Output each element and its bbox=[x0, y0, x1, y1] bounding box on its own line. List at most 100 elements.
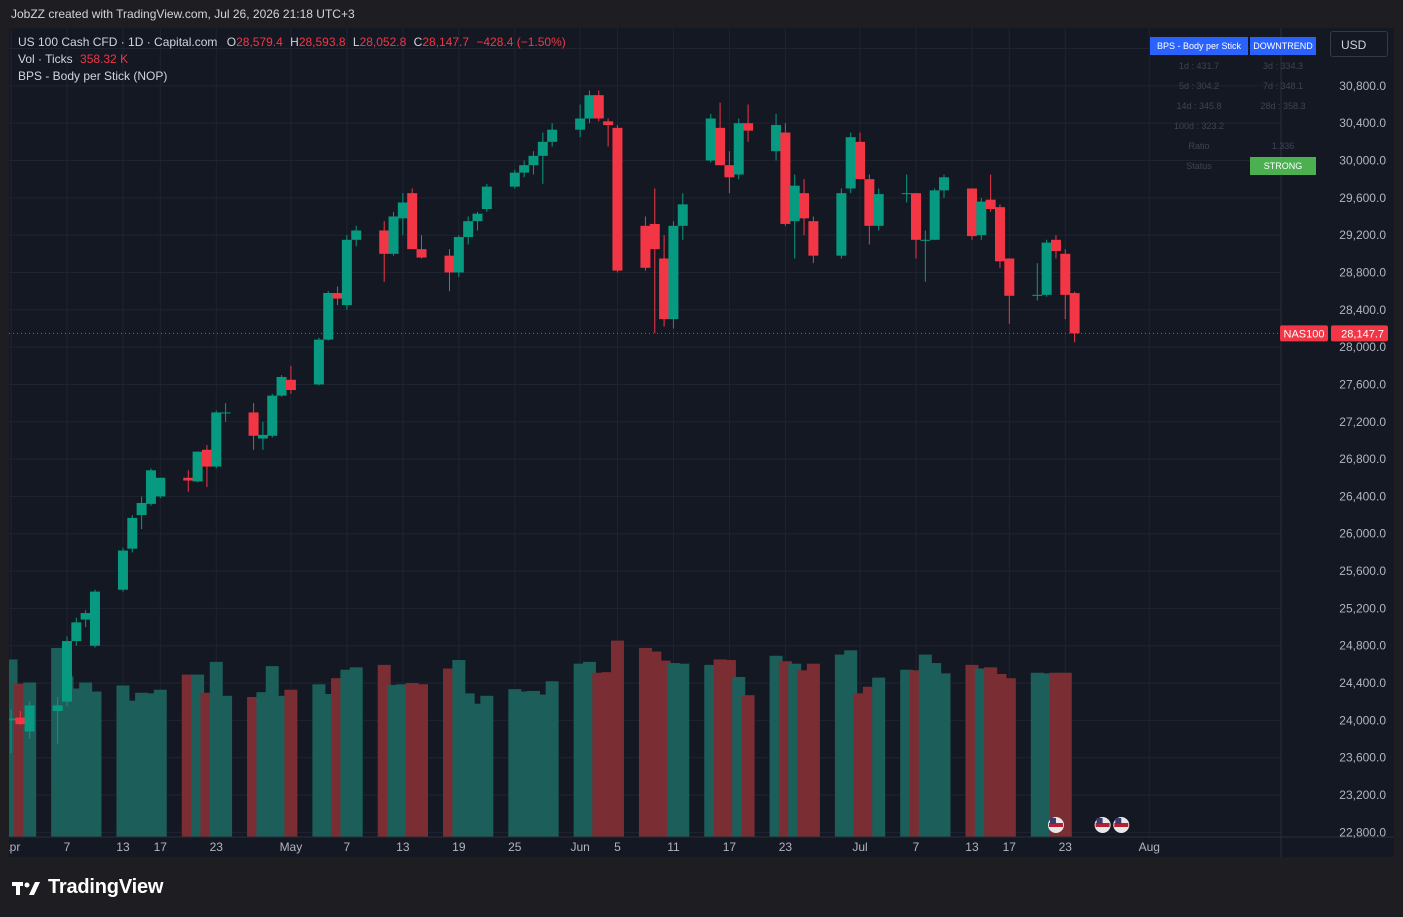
volume-bar bbox=[806, 663, 820, 837]
candle-body bbox=[285, 379, 296, 391]
candle-body bbox=[89, 591, 100, 646]
candle-body bbox=[612, 127, 623, 271]
chart-frame[interactable]: 22,800.0 23,200.0 23,600.0 24,000.0 24,400.0… bbox=[9, 28, 1394, 857]
price-tick-label: 23,600.0 bbox=[1339, 751, 1386, 765]
volume-bar bbox=[349, 667, 363, 837]
price-tick-label: 22,800.0 bbox=[1339, 825, 1386, 839]
time-tick-label: 23 bbox=[779, 840, 793, 854]
price-tick-label: 24,000.0 bbox=[1339, 713, 1386, 727]
price-tick-label: 30,400.0 bbox=[1339, 116, 1386, 130]
price-tick-label: 25,600.0 bbox=[1339, 564, 1386, 578]
bottom-bar bbox=[0, 857, 1403, 917]
price-tick-label: 29,200.0 bbox=[1339, 228, 1386, 242]
candle-body bbox=[481, 186, 492, 210]
time-tick-label: 7 bbox=[344, 840, 351, 854]
bps-cell-14d: 14d : 345.8 bbox=[1176, 101, 1222, 111]
candle-body bbox=[584, 95, 595, 119]
legend-close-label: C bbox=[413, 35, 423, 49]
candle-body bbox=[911, 193, 922, 240]
bps-cell-100d: 100d : 323.2 bbox=[1173, 121, 1225, 131]
bps-cell-28d: 28d : 358.3 bbox=[1260, 101, 1306, 111]
bps-cell-3d: 3d : 334.3 bbox=[1262, 61, 1304, 71]
candle-body bbox=[9, 718, 16, 721]
candle-body bbox=[201, 449, 212, 467]
volume-bar bbox=[153, 689, 167, 837]
legend-ohlc-row[interactable]: US 100 Cash CFD · 1D · Capital.com O28,5… bbox=[18, 34, 566, 51]
currency-button[interactable]: USD bbox=[1330, 31, 1388, 57]
candle-body bbox=[1032, 294, 1043, 296]
candle-body bbox=[901, 193, 912, 195]
candle-body bbox=[24, 705, 35, 732]
candle-body bbox=[864, 179, 875, 226]
candle-body bbox=[388, 216, 399, 254]
candle-body bbox=[649, 223, 660, 250]
price-tick-label: 28,400.0 bbox=[1339, 303, 1386, 317]
top-bar: JobZZ created with TradingView.com, Jul … bbox=[0, 0, 1403, 28]
candle-body bbox=[323, 293, 334, 340]
candle-body bbox=[276, 376, 287, 396]
candle-body bbox=[855, 141, 866, 180]
candle-body bbox=[257, 434, 268, 439]
candle-body bbox=[771, 125, 782, 152]
legend-volume-row[interactable]: Vol · Ticks 358.32 K bbox=[18, 51, 566, 68]
candle-body bbox=[547, 129, 558, 142]
candle-body bbox=[939, 177, 949, 191]
candle-body bbox=[780, 132, 791, 224]
price-tick-label: 26,400.0 bbox=[1339, 489, 1386, 503]
price-chart[interactable]: 22,800.0 23,200.0 23,600.0 24,000.0 24,400.0… bbox=[9, 28, 1394, 857]
price-tick-label: 28,800.0 bbox=[1339, 265, 1386, 279]
price-tick-label: 26,800.0 bbox=[1339, 452, 1386, 466]
candle-body bbox=[379, 230, 390, 254]
chart-legend: US 100 Cash CFD · 1D · Capital.com O28,5… bbox=[18, 34, 566, 85]
candle-body bbox=[528, 155, 539, 166]
candle-body bbox=[472, 213, 483, 222]
candle-body bbox=[15, 717, 26, 725]
bps-cell-status-label: Status bbox=[1186, 161, 1212, 171]
candle-body bbox=[659, 258, 670, 320]
price-tick-label: 27,600.0 bbox=[1339, 377, 1386, 391]
legend-close-value: 28,147.7 bbox=[422, 35, 470, 49]
legend-volume-label[interactable]: Vol · Ticks bbox=[18, 52, 73, 66]
tradingview-brand[interactable]: TradingView bbox=[12, 876, 163, 899]
price-tick-label: 25,200.0 bbox=[1339, 601, 1386, 615]
legend-symbol[interactable]: US 100 Cash CFD · 1D · Capital.com bbox=[18, 35, 218, 49]
volume-bar bbox=[480, 695, 494, 837]
candle-body bbox=[1004, 258, 1015, 296]
time-tick-label: 17 bbox=[1003, 840, 1017, 854]
us-flag-event-icon-canton bbox=[1096, 818, 1103, 824]
candle-body bbox=[668, 225, 679, 320]
time-tick-label: 7 bbox=[913, 840, 920, 854]
tradingview-logo-icon bbox=[12, 881, 40, 895]
candle-body bbox=[845, 137, 856, 189]
candle-body bbox=[211, 412, 222, 467]
candle-body bbox=[341, 239, 352, 306]
time-tick-label: 23 bbox=[210, 840, 224, 854]
price-tick-label: 26,000.0 bbox=[1339, 527, 1386, 541]
time-tick-label: 13 bbox=[965, 840, 979, 854]
time-tick-label: 17 bbox=[723, 840, 737, 854]
legend-bps-label[interactable]: BPS - Body per Stick (NOP) bbox=[18, 69, 168, 83]
tradingview-wordmark: TradingView bbox=[48, 876, 164, 898]
legend-bps-row[interactable]: BPS - Body per Stick (NOP) bbox=[18, 68, 566, 85]
candle-body bbox=[71, 622, 82, 642]
time-tick-label: 19 bbox=[452, 840, 466, 854]
bps-cell-7d: 7d : 348.1 bbox=[1262, 81, 1304, 91]
volume-bar bbox=[415, 684, 429, 837]
candle-body bbox=[444, 255, 455, 273]
price-tick-label: 24,800.0 bbox=[1339, 639, 1386, 653]
candle-body bbox=[136, 502, 147, 516]
candle-body bbox=[155, 477, 166, 497]
candle-body bbox=[519, 165, 530, 173]
legend-high-value: 28,593.8 bbox=[298, 35, 346, 49]
price-tick-label: 23,200.0 bbox=[1339, 788, 1386, 802]
candle-body bbox=[117, 550, 128, 590]
volume-bar bbox=[9, 659, 18, 837]
candle-body bbox=[351, 230, 362, 240]
time-tick-label: Jul bbox=[852, 840, 867, 854]
candle-body bbox=[453, 237, 464, 273]
legend-change: −428.4 (−1.50%) bbox=[476, 35, 566, 49]
time-tick-label: May bbox=[280, 840, 303, 854]
candle-body bbox=[677, 204, 688, 226]
bps-trend-cell: DOWNTREND bbox=[1250, 37, 1316, 55]
candle-body bbox=[994, 207, 1005, 262]
